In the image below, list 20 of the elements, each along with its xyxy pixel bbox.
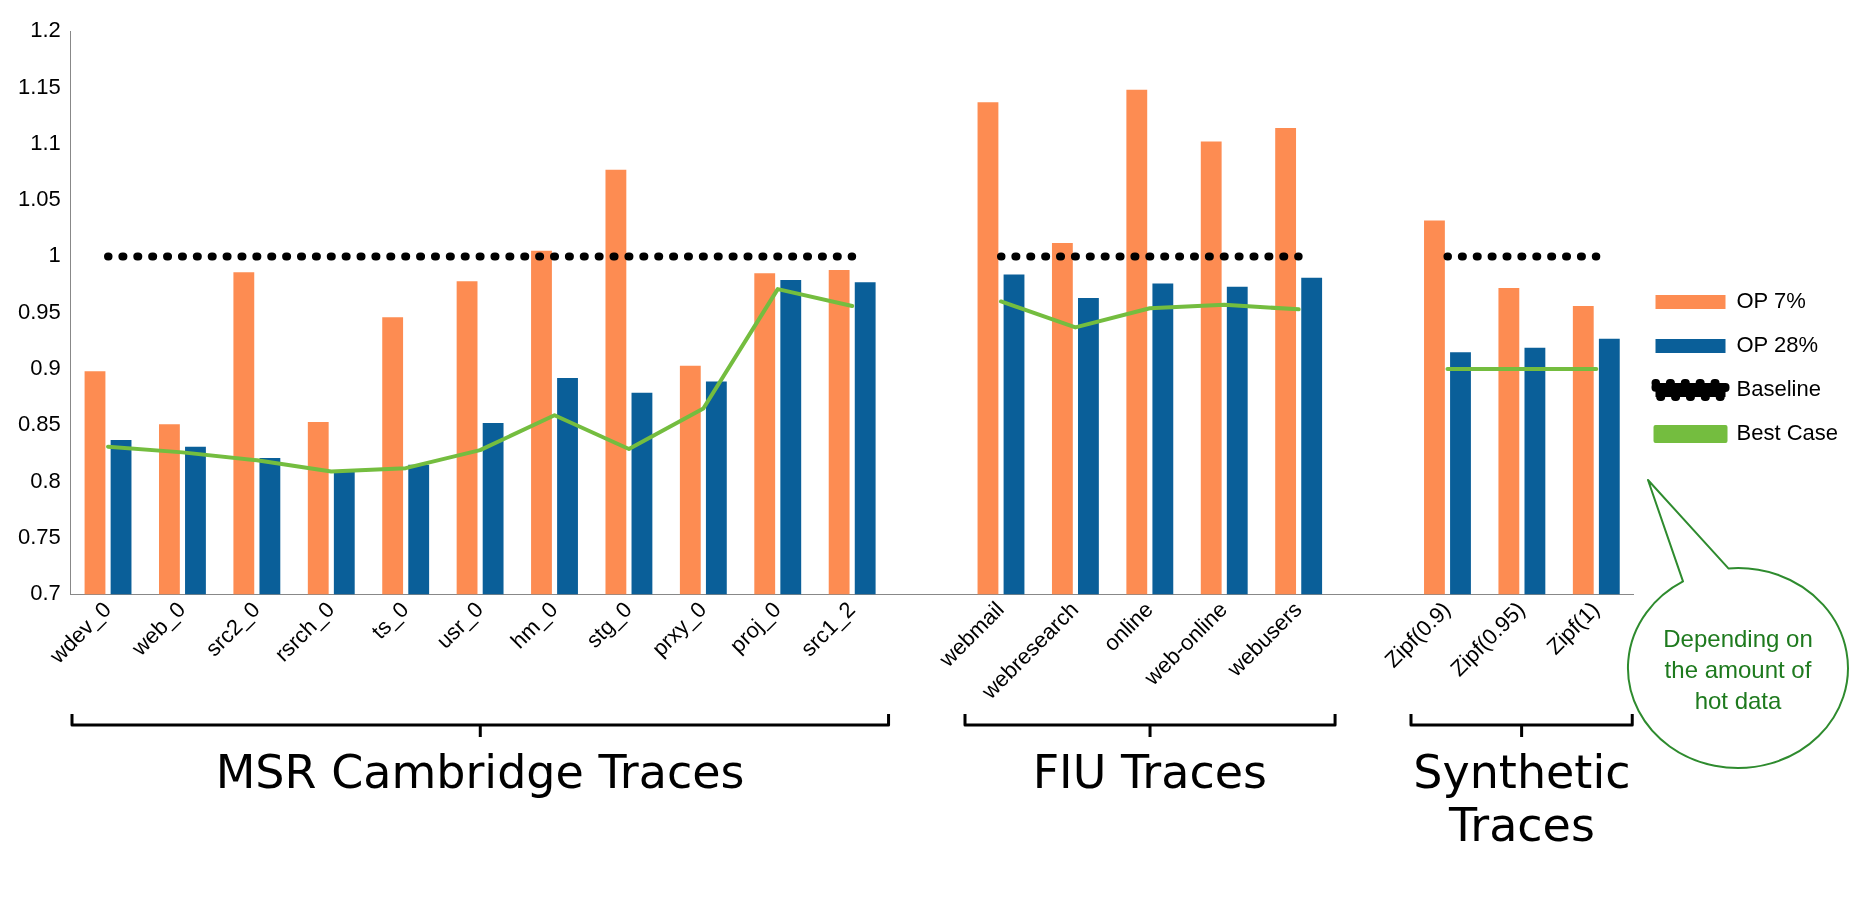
y-tick-label: 1.2 bbox=[30, 17, 61, 43]
y-tick-label: 0.8 bbox=[30, 467, 61, 493]
y-tick-label: 0.95 bbox=[17, 298, 61, 324]
text: Synthetic Traces bbox=[1412, 745, 1632, 852]
text: MSR Cambridge Traces bbox=[214, 745, 746, 799]
y-tick-label: 1 bbox=[48, 242, 61, 268]
y-tick-label: 1.15 bbox=[17, 73, 61, 99]
legend-label: OP 7% bbox=[1736, 288, 1806, 314]
y-tick-label: 1.1 bbox=[30, 129, 61, 155]
text: Depending on the amount of hot data bbox=[1662, 624, 1814, 717]
y-tick-label: 0.85 bbox=[17, 411, 61, 437]
legend-label: Best Case bbox=[1736, 420, 1839, 446]
legend-label: OP 28% bbox=[1736, 332, 1819, 358]
x-tick-label: ts_0 bbox=[366, 596, 414, 644]
y-tick-label: 0.75 bbox=[17, 524, 61, 550]
text: FIU Traces bbox=[1031, 745, 1268, 799]
y-tick-label: 1.05 bbox=[17, 186, 61, 212]
y-tick-label: 0.9 bbox=[30, 355, 61, 381]
y-tick-label: 0.7 bbox=[30, 580, 61, 606]
legend-label: Baseline bbox=[1736, 376, 1821, 402]
